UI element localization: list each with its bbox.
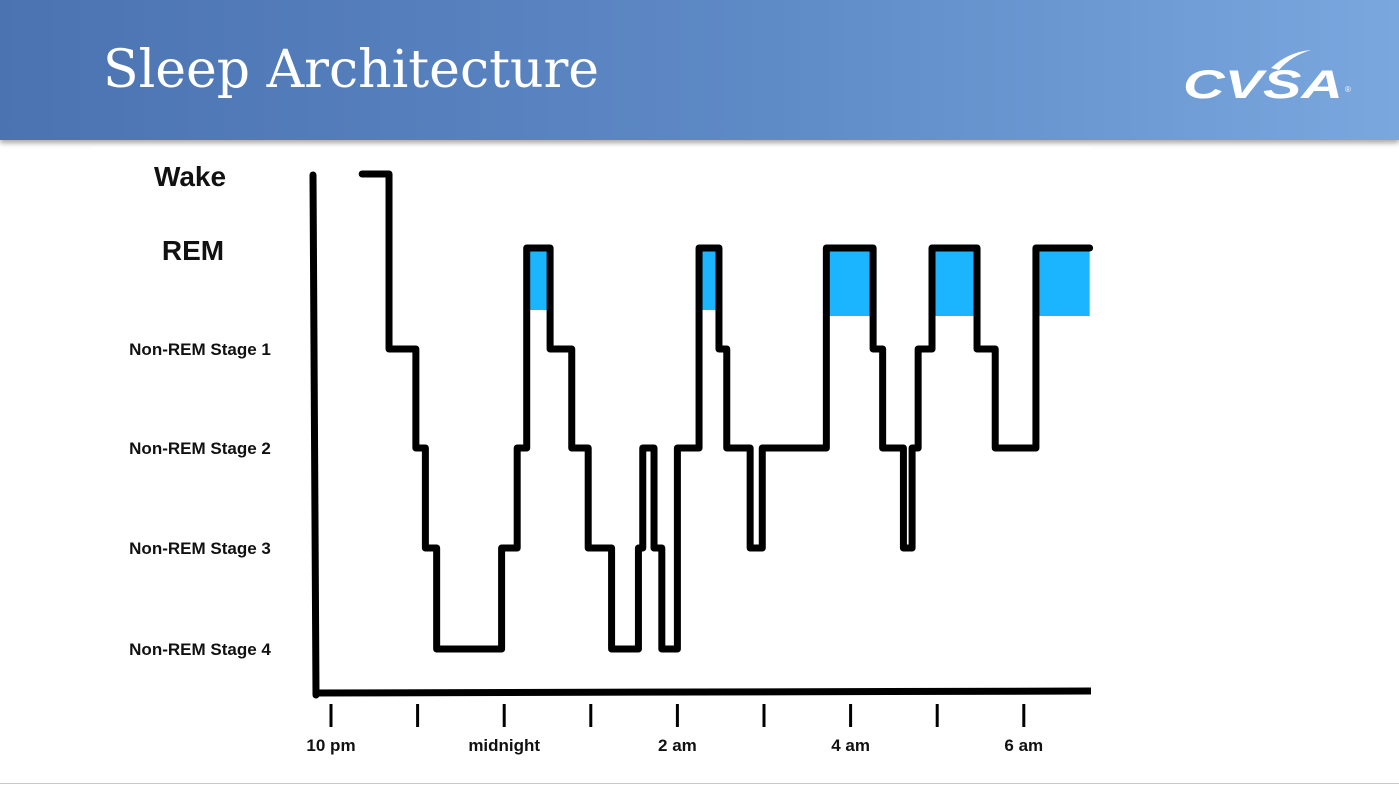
y-level-label: Non-REM Stage 3: [129, 539, 271, 558]
y-level-label: Non-REM Stage 2: [129, 439, 271, 458]
rem-period-highlight: [699, 248, 719, 310]
rem-period-highlight: [932, 248, 978, 316]
sleep-stage-line: [358, 170, 1094, 653]
x-tick-label: 6 am: [1004, 736, 1043, 755]
slide-header: Sleep Architecture CVSA ®: [0, 0, 1399, 140]
rem-period-highlight: [526, 248, 551, 310]
svg-text:®: ®: [1345, 85, 1351, 94]
svg-text:CVSA: CVSA: [1183, 63, 1343, 103]
y-axis: [309, 171, 320, 699]
x-tick-label: 10 pm: [306, 736, 355, 755]
x-tick-label: 4 am: [831, 736, 870, 755]
x-axis: [312, 687, 1092, 697]
cvsa-logo: CVSA ®: [1183, 50, 1351, 103]
rem-period-highlight: [826, 248, 874, 316]
y-level-label: Non-REM Stage 1: [129, 340, 271, 359]
y-level-label: REM: [162, 235, 224, 266]
x-tick-label: 2 am: [658, 736, 697, 755]
slide-title: Sleep Architecture: [103, 40, 600, 100]
rem-period-highlight: [1035, 248, 1090, 316]
footer-divider: [0, 783, 1399, 784]
y-level-label: Wake: [154, 161, 226, 192]
y-level-label: Non-REM Stage 4: [129, 640, 271, 659]
x-tick-label: midnight: [468, 736, 540, 755]
